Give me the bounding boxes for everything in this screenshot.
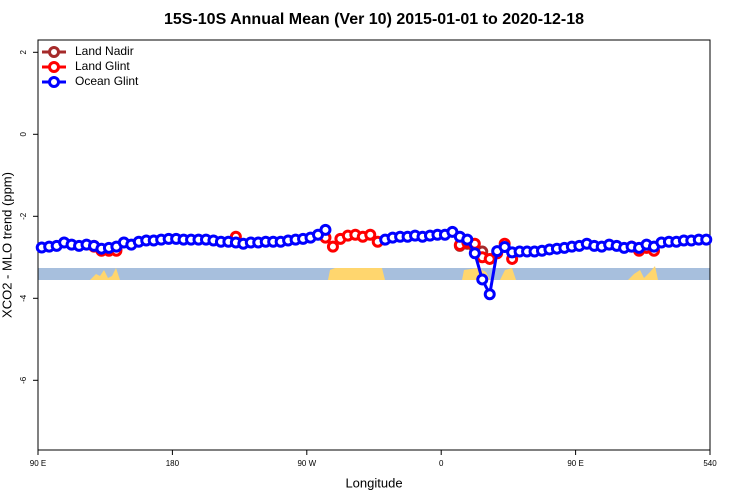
data-point <box>364 228 377 241</box>
x-tick-label: 90 E <box>567 459 583 468</box>
y-tick-label: -4 <box>19 294 28 302</box>
legend-marker <box>48 76 60 88</box>
data-point <box>319 223 332 236</box>
legend-label: Land Glint <box>75 59 130 73</box>
data-point <box>326 240 339 253</box>
y-tick-label: -6 <box>19 376 28 384</box>
x-axis-label: Longitude <box>345 475 402 490</box>
legend-label: Land Nadir <box>75 44 134 58</box>
y-tick-label: 0 <box>19 132 28 137</box>
data-point <box>483 252 496 265</box>
legend-marker <box>48 61 60 73</box>
x-tick-label: 90 E <box>30 459 46 468</box>
chart-title: 15S-10S Annual Mean (Ver 10) 2015-01-01 … <box>164 11 584 28</box>
x-tick-label: 0 <box>439 459 444 468</box>
y-tick-label: 2 <box>19 50 28 55</box>
y-axis-label: XCO2 - MLO trend (ppm) <box>0 172 14 318</box>
land-mask <box>38 266 710 280</box>
data-point <box>476 273 489 286</box>
legend-marker <box>48 46 60 58</box>
data-point <box>700 233 713 246</box>
y-tick-label: -2 <box>19 212 28 220</box>
x-tick-label: 90 W <box>297 459 316 468</box>
data-point <box>483 288 496 301</box>
x-tick-label: 180 <box>166 459 180 468</box>
data-point <box>461 233 474 246</box>
data-point <box>468 247 481 260</box>
x-tick-label: 540 <box>703 459 717 468</box>
data-point <box>498 241 511 254</box>
legend-label: Ocean Glint <box>75 74 139 88</box>
